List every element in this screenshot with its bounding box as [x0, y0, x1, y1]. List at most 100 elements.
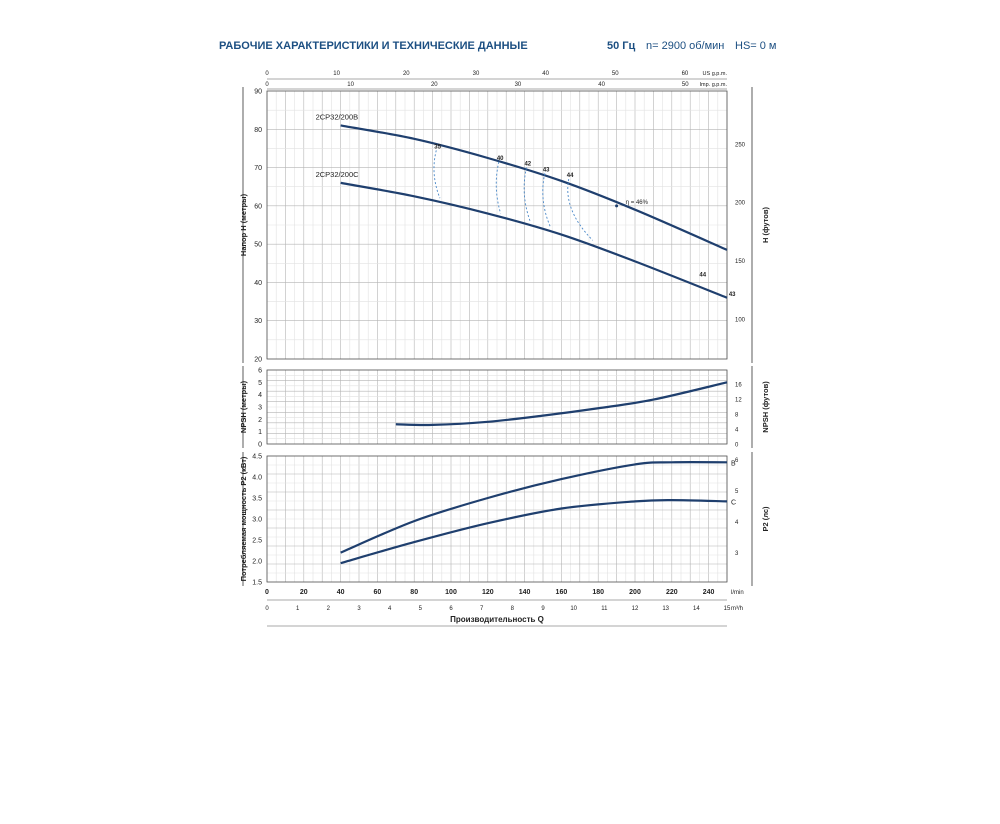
speed-label: n= 2900 об/мин: [646, 40, 725, 52]
power-series-end-label: C: [731, 499, 736, 506]
power-y2-tick-label: 5: [735, 489, 739, 495]
power-series-end-label: B: [731, 460, 736, 467]
efficiency-line: [495, 161, 502, 214]
bottom-axis-m3h-tick: 13: [662, 606, 669, 612]
power-y-tick-label: 3.0: [252, 517, 262, 524]
bottom-axis-m3h-tick: 6: [449, 606, 453, 612]
top-axis-unit-label: US g.p.m.: [703, 71, 728, 77]
bottom-axis-m3h-unit: m³/h: [731, 606, 743, 612]
bottom-axis-lmin-tick: 240: [703, 589, 715, 596]
head-y2-tick-label: 250: [735, 142, 746, 148]
head-y-tick-label: 60: [254, 203, 262, 210]
bottom-axis-lmin-tick: 200: [629, 589, 641, 596]
npsh-y-tick-label: 2: [258, 417, 262, 424]
head-ylabel: Напор H (метры): [239, 193, 248, 256]
bottom-axis-lmin-tick: 180: [592, 589, 604, 596]
head-y-tick-label: 40: [254, 280, 262, 287]
x-axis-label: Производительность Q: [450, 615, 544, 624]
bottom-axis-m3h-tick: 1: [296, 606, 300, 612]
power-y2-tick-label: 4: [735, 520, 739, 526]
bottom-axis-lmin-tick: 60: [374, 589, 382, 596]
bottom-axis-m3h-tick: 0: [265, 606, 269, 612]
suction-height-label: HS= 0 м: [735, 40, 777, 52]
efficiency-peak-label: η = 46%: [626, 200, 649, 206]
efficiency-peak-marker: [615, 204, 619, 208]
power-y-tick-label: 2.5: [252, 538, 262, 545]
bottom-axis-lmin-tick: 140: [519, 589, 531, 596]
head-y-tick-label: 70: [254, 165, 262, 172]
head-panel: 20 30 40 50 60 70 80 90 100 150 200 250 Напор H (мет…: [239, 87, 770, 364]
efficiency-label: 40: [497, 156, 504, 162]
bottom-axis-m3h-tick: 3: [357, 606, 361, 612]
bottom-axis-m3h-tick: 8: [511, 606, 515, 612]
npsh-ylabel-right: NPSH (футов): [761, 381, 770, 433]
top-axis-tick-label: 40: [542, 71, 549, 77]
npsh-ylabel: NPSH (метры): [239, 380, 248, 433]
bottom-axis-m3h-tick: 11: [601, 606, 608, 612]
top-axis-tick-label: 30: [515, 82, 522, 88]
bottom-axis-lmin-tick: 160: [556, 589, 568, 596]
head-y-tick-label: 20: [254, 357, 262, 364]
top-axis-tick-label: 40: [598, 82, 605, 88]
top-axis-tick-label: 0: [265, 71, 269, 77]
bottom-axis-m3h-tick: 4: [388, 606, 392, 612]
power-y-tick-label: 4.5: [252, 454, 262, 461]
head-series-line: [340, 124, 728, 251]
power-ylabel-right: P2 (лс): [761, 506, 770, 532]
efficiency-label: 35: [434, 144, 441, 150]
series-label-2cp32-200b: 2CP32/200B: [316, 112, 359, 121]
top-axis-tick-label: 10: [347, 82, 354, 88]
top-axis-tick-label: 20: [431, 82, 438, 88]
end-efficiency-label: 44: [699, 273, 706, 279]
power-y2-tick-label: 3: [735, 551, 739, 557]
bottom-axis-m3h-tick: 7: [480, 606, 484, 612]
bottom-axis-m3h-tick: 12: [632, 606, 639, 612]
efficiency-line: [433, 150, 441, 199]
head-y2-tick-label: 200: [735, 201, 746, 207]
head-y-tick-label: 50: [254, 242, 262, 249]
power-panel: 1.5 2.0 2.5 3.0 3.5 4.0 4.5 3 4 5 6 Потребляемая мо…: [239, 452, 770, 587]
npsh-frame: [266, 369, 728, 445]
head-frame: [266, 90, 728, 360]
bottom-axis-lmin-unit: l/min: [731, 590, 744, 596]
efficiency-label: 42: [524, 162, 531, 168]
head-y2-tick-label: 150: [735, 259, 746, 265]
top-axis-tick-label: 30: [473, 71, 480, 77]
bottom-axis-lmin-tick: 120: [482, 589, 494, 596]
npsh-y2-tick-label: 4: [735, 427, 739, 433]
bottom-axis-lmin-tick: 80: [410, 589, 418, 596]
npsh-y-tick-label: 1: [258, 429, 262, 436]
top-axis-tick-label: 10: [333, 71, 340, 77]
head-y-tick-label: 90: [254, 89, 262, 96]
npsh-y2-tick-label: 12: [735, 397, 742, 403]
bottom-axis-m3h-tick: 10: [570, 606, 577, 612]
head-series-line: [340, 181, 728, 299]
power-y-tick-label: 3.5: [252, 496, 262, 503]
page-title: РАБОЧИЕ ХАРАКТЕРИСТИКИ И ТЕХНИЧЕСКИЕ ДАН…: [219, 40, 528, 52]
power-y2-tick-label: 6: [735, 458, 739, 464]
frequency-label: 50 Гц: [607, 40, 636, 52]
power-series-line: [340, 498, 728, 565]
efficiency-line: [567, 178, 594, 241]
efficiency-line: [542, 173, 551, 228]
top-axis-tick-label: 20: [403, 71, 410, 77]
end-efficiency-label: 43: [729, 292, 736, 298]
top-axis-tick-label: 50: [682, 82, 689, 88]
npsh-y2-tick-label: 16: [735, 382, 742, 388]
npsh-y-tick-label: 5: [258, 380, 262, 387]
bottom-axis-m3h-tick: 15: [724, 606, 731, 612]
npsh-y2-tick-label: 8: [735, 412, 739, 418]
power-series-line: [340, 461, 728, 554]
bottom-axis-lmin-tick: 0: [265, 589, 269, 596]
efficiency-label: 43: [543, 167, 550, 173]
npsh-y-tick-label: 0: [258, 442, 262, 449]
bottom-axis-lmin-tick: 100: [445, 589, 457, 596]
power-y-tick-label: 2.0: [252, 559, 262, 566]
npsh-y-tick-label: 3: [258, 405, 262, 412]
head-y-tick-label: 30: [254, 318, 262, 325]
power-y-tick-label: 1.5: [252, 580, 262, 587]
power-frame: [266, 455, 728, 583]
bottom-axis-m3h-tick: 2: [327, 606, 331, 612]
